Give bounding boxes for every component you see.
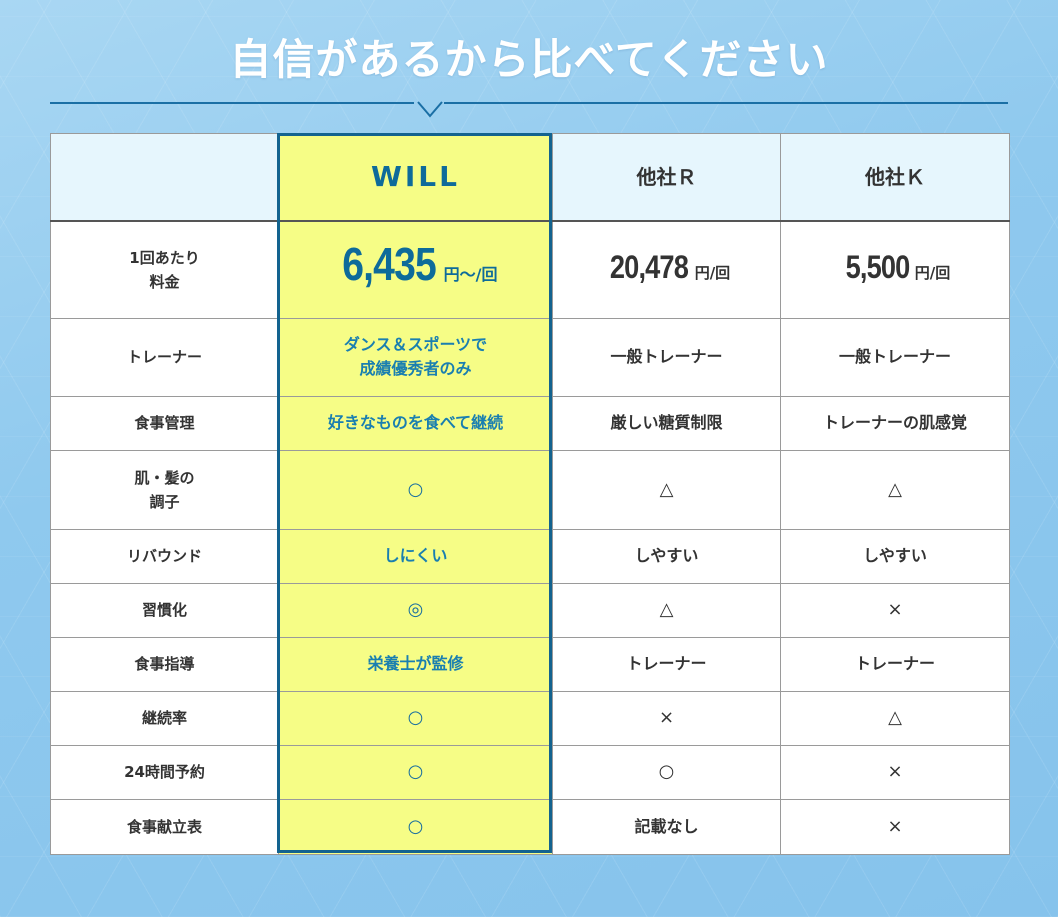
company-r-value-cell: 記載なし: [552, 798, 781, 855]
will-value-cell: ◎: [278, 582, 553, 638]
company-k-price-cell: 5,500 円/回: [780, 220, 1010, 319]
company-r-value-cell: しやすい: [552, 528, 781, 584]
will-price-amount: 6,435: [341, 238, 436, 291]
row-label: 肌・髪の 調子: [50, 449, 279, 530]
row-label-line: 1回あたり: [129, 248, 200, 267]
table-row: 食事指導 栄養士が監修 トレーナー トレーナー: [50, 636, 1010, 692]
table-header-row: WILL 他社Ｒ 他社Ｋ: [50, 133, 1010, 222]
header-company-k: 他社Ｋ: [780, 133, 1010, 222]
table-row: 継続率 ○ × △: [50, 690, 1010, 746]
will-value-line: 好きなものを食べて継続: [327, 413, 504, 432]
company-r-value-cell: △: [552, 582, 781, 638]
row-label-line: 料金: [149, 272, 180, 291]
company-r-value-cell: 厳しい糖質制限: [552, 395, 781, 451]
row-label-line: 食事献立表: [126, 817, 202, 836]
company-r-price-cell: 20,478 円/回: [552, 220, 781, 319]
price-row: 1回あたり 料金 6,435 円～/回 20,478 円/回 5,500 円/回: [50, 220, 1010, 319]
will-value-cell: しにくい: [278, 528, 553, 584]
table-row: 習慣化 ◎ △ ×: [50, 582, 1010, 638]
will-value-line: ○: [407, 761, 424, 782]
title-divider-right: [444, 102, 1008, 104]
company-k-value-cell: トレーナーの肌感覚: [780, 395, 1010, 451]
row-label: トレーナー: [50, 317, 279, 397]
row-label: 食事指導: [50, 636, 279, 692]
row-label-line: 継続率: [141, 709, 187, 727]
company-k-value-cell: トレーナー: [780, 636, 1010, 692]
will-value-line: ○: [407, 478, 424, 500]
will-value-cell: ○: [278, 798, 553, 855]
company-r-value-cell: ×: [552, 690, 781, 746]
will-price-cell: 6,435 円～/回: [278, 220, 553, 319]
company-r-price-unit: 円/回: [694, 263, 731, 282]
row-label: 継続率: [50, 690, 279, 746]
title-divider-left: [50, 102, 414, 104]
will-value-line: ○: [407, 815, 424, 837]
will-value-cell: ○: [278, 744, 553, 800]
row-label-line: 食事管理: [134, 414, 195, 432]
company-k-value-cell: ×: [780, 582, 1010, 638]
company-k-price-amount: 5,500: [845, 248, 910, 285]
company-r-value-cell: △: [552, 449, 781, 530]
company-r-value-cell: 一般トレーナー: [552, 317, 781, 397]
header-company-r: 他社Ｒ: [552, 133, 781, 222]
row-label: 食事献立表: [50, 798, 279, 855]
company-r-value-cell: ○: [552, 744, 781, 800]
will-value-line: ◎: [407, 599, 424, 620]
will-value-line: ダンス＆スポーツで: [343, 335, 488, 354]
row-label-line: 調子: [149, 492, 180, 511]
header-corner-cell: [50, 133, 279, 222]
will-value-line: しにくい: [383, 546, 448, 565]
company-k-value-cell: しやすい: [780, 528, 1010, 584]
table-row: リバウンド しにくい しやすい しやすい: [50, 528, 1010, 584]
table-row: 食事献立表 ○ 記載なし ×: [50, 798, 1010, 855]
company-k-price-unit: 円/回: [914, 263, 951, 282]
row-label: 習慣化: [50, 582, 279, 638]
row-label: 食事管理: [50, 395, 279, 451]
comparison-table: WILL 他社Ｒ 他社Ｋ 1回あたり 料金 6,435 円～/回 20,478 円/…: [50, 133, 1010, 855]
row-label: リバウンド: [50, 528, 279, 584]
chevron-down-icon: [417, 101, 443, 118]
will-value-line: ○: [407, 707, 424, 728]
row-label: 1回あたり 料金: [50, 220, 279, 319]
will-value-cell: 栄養士が監修: [278, 636, 553, 692]
company-k-value-cell: △: [780, 449, 1010, 530]
table-row: 肌・髪の調子 ○ △ △: [50, 449, 1010, 530]
will-price-unit: 円～/回: [443, 265, 498, 285]
table-row: 食事管理 好きなものを食べて継続 厳しい糖質制限 トレーナーの肌感覚: [50, 395, 1010, 451]
will-value-cell: 好きなものを食べて継続: [278, 395, 553, 451]
row-label-line: 24時間予約: [124, 763, 205, 781]
row-label-line: 食事指導: [134, 655, 195, 673]
company-r-value-cell: トレーナー: [552, 636, 781, 692]
row-label-line: 習慣化: [141, 601, 187, 619]
will-value-cell: ○: [278, 690, 553, 746]
page-title: 自信があるから比べてください: [229, 35, 829, 84]
will-value-line: 栄養士が監修: [367, 654, 464, 673]
company-k-value-cell: △: [780, 690, 1010, 746]
row-label: 24時間予約: [50, 744, 279, 800]
row-label-line: トレーナー: [126, 348, 202, 366]
company-k-value-cell: ×: [780, 798, 1010, 855]
header-will: WILL: [278, 133, 553, 222]
table-row: トレーナー ダンス＆スポーツで 成績優秀者のみ 一般トレーナー 一般トレーナー: [50, 317, 1010, 397]
row-label-line: 肌・髪の: [134, 468, 195, 487]
will-value-cell: ○: [278, 449, 553, 530]
will-value-line: 成績優秀者のみ: [359, 359, 472, 378]
company-k-value-cell: ×: [780, 744, 1010, 800]
row-label-line: リバウンド: [126, 547, 202, 565]
will-value-cell: ダンス＆スポーツで 成績優秀者のみ: [278, 317, 553, 397]
company-r-price-amount: 20,478: [609, 248, 689, 285]
table-row: 24時間予約 ○ ○ ×: [50, 744, 1010, 800]
company-k-value-cell: 一般トレーナー: [780, 317, 1010, 397]
